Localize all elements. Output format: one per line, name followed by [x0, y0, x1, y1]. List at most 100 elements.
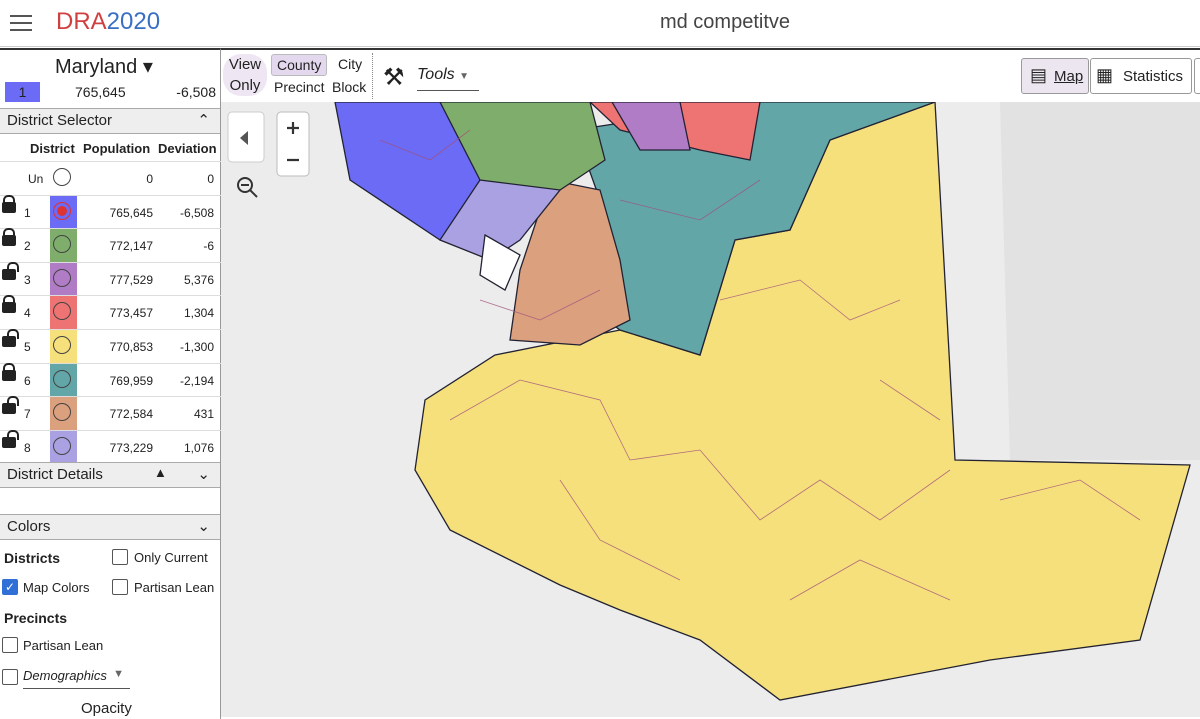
statistics-label: Statistics: [1123, 68, 1184, 85]
lock-closed-icon: [2, 295, 16, 314]
page-title: md competitve: [659, 11, 791, 33]
district-radio: [53, 201, 71, 220]
district-number: 2: [24, 239, 31, 254]
district-row[interactable]: 1 765,645 -6,508: [0, 194, 221, 229]
district-radio: [53, 168, 71, 186]
selector-title: District Selector: [7, 112, 113, 129]
tools-select[interactable]: Tools ▼: [417, 66, 479, 91]
precincts-label: Precincts: [4, 610, 68, 626]
population: 777,529: [109, 272, 153, 287]
deviation: 1,304: [183, 306, 214, 321]
checkbox[interactable]: [2, 637, 18, 653]
zoom-icons: [287, 122, 299, 162]
lock-closed-icon: [2, 228, 16, 247]
lock-shackle: [3, 228, 15, 239]
header: DRA2020 md competitve: [0, 0, 1200, 47]
district-radio: [53, 336, 71, 354]
district-row[interactable]: 4 773,457 1,304: [0, 295, 221, 330]
districts: [334, 102, 1191, 701]
demographics-label: Demographics: [23, 668, 107, 683]
water: [1000, 102, 1200, 460]
lock-shackle: [7, 396, 19, 407]
district-radio: [53, 403, 71, 422]
district-row[interactable]: 7 772,584 431: [0, 396, 221, 431]
checkbox[interactable]: [112, 579, 128, 595]
column-header: District: [30, 141, 75, 156]
tools-label: Tools: [417, 66, 455, 83]
map-icon: ▤: [1030, 65, 1048, 85]
map-button[interactable]: ▤ Map: [1021, 58, 1089, 94]
district-number: 6: [24, 373, 31, 388]
lock-shackle: [3, 362, 15, 373]
district-row[interactable]: 2 772,147 -6: [0, 228, 221, 263]
state-label: Maryland: [55, 56, 138, 78]
toolbar: View Only County City Precinct Block ⚒ T…: [221, 48, 1200, 104]
deviation: -2,194: [179, 373, 214, 388]
precinct-button[interactable]: Precinct: [274, 79, 325, 95]
column-header: Deviation: [158, 141, 217, 156]
table-icon: ▦: [1096, 65, 1114, 85]
deviation: -6,508: [179, 205, 214, 220]
lock-shackle: [3, 295, 15, 306]
logo-left: DRA: [56, 8, 107, 35]
county-button[interactable]: County: [271, 54, 328, 76]
population: 770,853: [109, 340, 153, 354]
lock-closed-icon: [2, 362, 16, 381]
opacity-label: Opacity: [81, 700, 132, 717]
partisan-lean-label: Partisan Lean: [134, 580, 215, 595]
checkbox[interactable]: [2, 669, 18, 685]
state-name[interactable]: Maryland ▾: [55, 56, 153, 78]
map[interactable]: [221, 102, 1200, 717]
demographics-select[interactable]: Demographics ▼: [23, 668, 130, 689]
lock-open-icon: [2, 329, 19, 347]
expand-icon: ⌄: [197, 518, 210, 535]
district-number: Un: [28, 172, 44, 186]
statistics-button[interactable]: ▦ Statistics: [1090, 58, 1192, 94]
only-current-label: Only Current: [134, 550, 208, 565]
city-button[interactable]: City: [338, 56, 363, 72]
district-radio: [53, 235, 71, 254]
district-row[interactable]: Un 0 0: [0, 161, 221, 195]
lock-open-icon: [2, 429, 19, 448]
checkbox-checked[interactable]: ✓: [2, 579, 18, 595]
population: 773,457: [109, 306, 153, 321]
lock-shackle: [7, 261, 19, 272]
checkbox[interactable]: [112, 549, 128, 565]
deviation: -1,300: [179, 340, 214, 354]
selector-bar[interactable]: District Selector ⌃: [0, 108, 220, 134]
divider: [372, 53, 373, 99]
population: 0: [146, 172, 153, 186]
deviation: 0: [207, 172, 214, 186]
block-button[interactable]: Block: [332, 79, 367, 95]
district-row[interactable]: 5 770,853 -1,300: [0, 329, 221, 363]
population: 772,584: [109, 407, 153, 422]
colors-title: Colors: [7, 518, 51, 535]
view-only[interactable]: View Only: [223, 54, 267, 96]
deviation: 431: [193, 407, 214, 422]
district-number: 4: [24, 306, 31, 321]
pin-icon: ▲: [154, 465, 167, 480]
district-row[interactable]: 3 777,529 5,376: [0, 261, 221, 296]
menu-icon[interactable]: [10, 14, 32, 32]
district-radio: [53, 436, 71, 455]
details-bar[interactable]: District Details ▲ ⌄: [0, 462, 220, 488]
zoom-extent-icon[interactable]: [237, 177, 253, 193]
population: 765,645: [109, 205, 153, 220]
colors-bar[interactable]: Colors ⌄: [0, 514, 220, 540]
logo[interactable]: DRA2020: [56, 8, 160, 36]
column-header: Population: [83, 141, 151, 156]
lock-shackle: [3, 194, 15, 205]
district-number: 8: [24, 440, 31, 455]
precinct-partisan-label: Partisan Lean: [23, 638, 104, 653]
district-row[interactable]: 8 773,229 1,076: [0, 429, 221, 464]
details-title: District Details: [7, 466, 103, 483]
more-button[interactable]: [1194, 58, 1200, 94]
district-row[interactable]: 6 769,959 -2,194: [0, 362, 221, 397]
deviation: 1,076: [183, 440, 214, 455]
deviation: -6: [203, 239, 214, 254]
lock-open-icon: [2, 396, 19, 415]
district-number: 3: [24, 272, 31, 287]
side-panel: Maryland ▾ 1 765,645 -6,508 District Sel…: [0, 48, 221, 719]
zoom-control[interactable]: [276, 111, 310, 177]
